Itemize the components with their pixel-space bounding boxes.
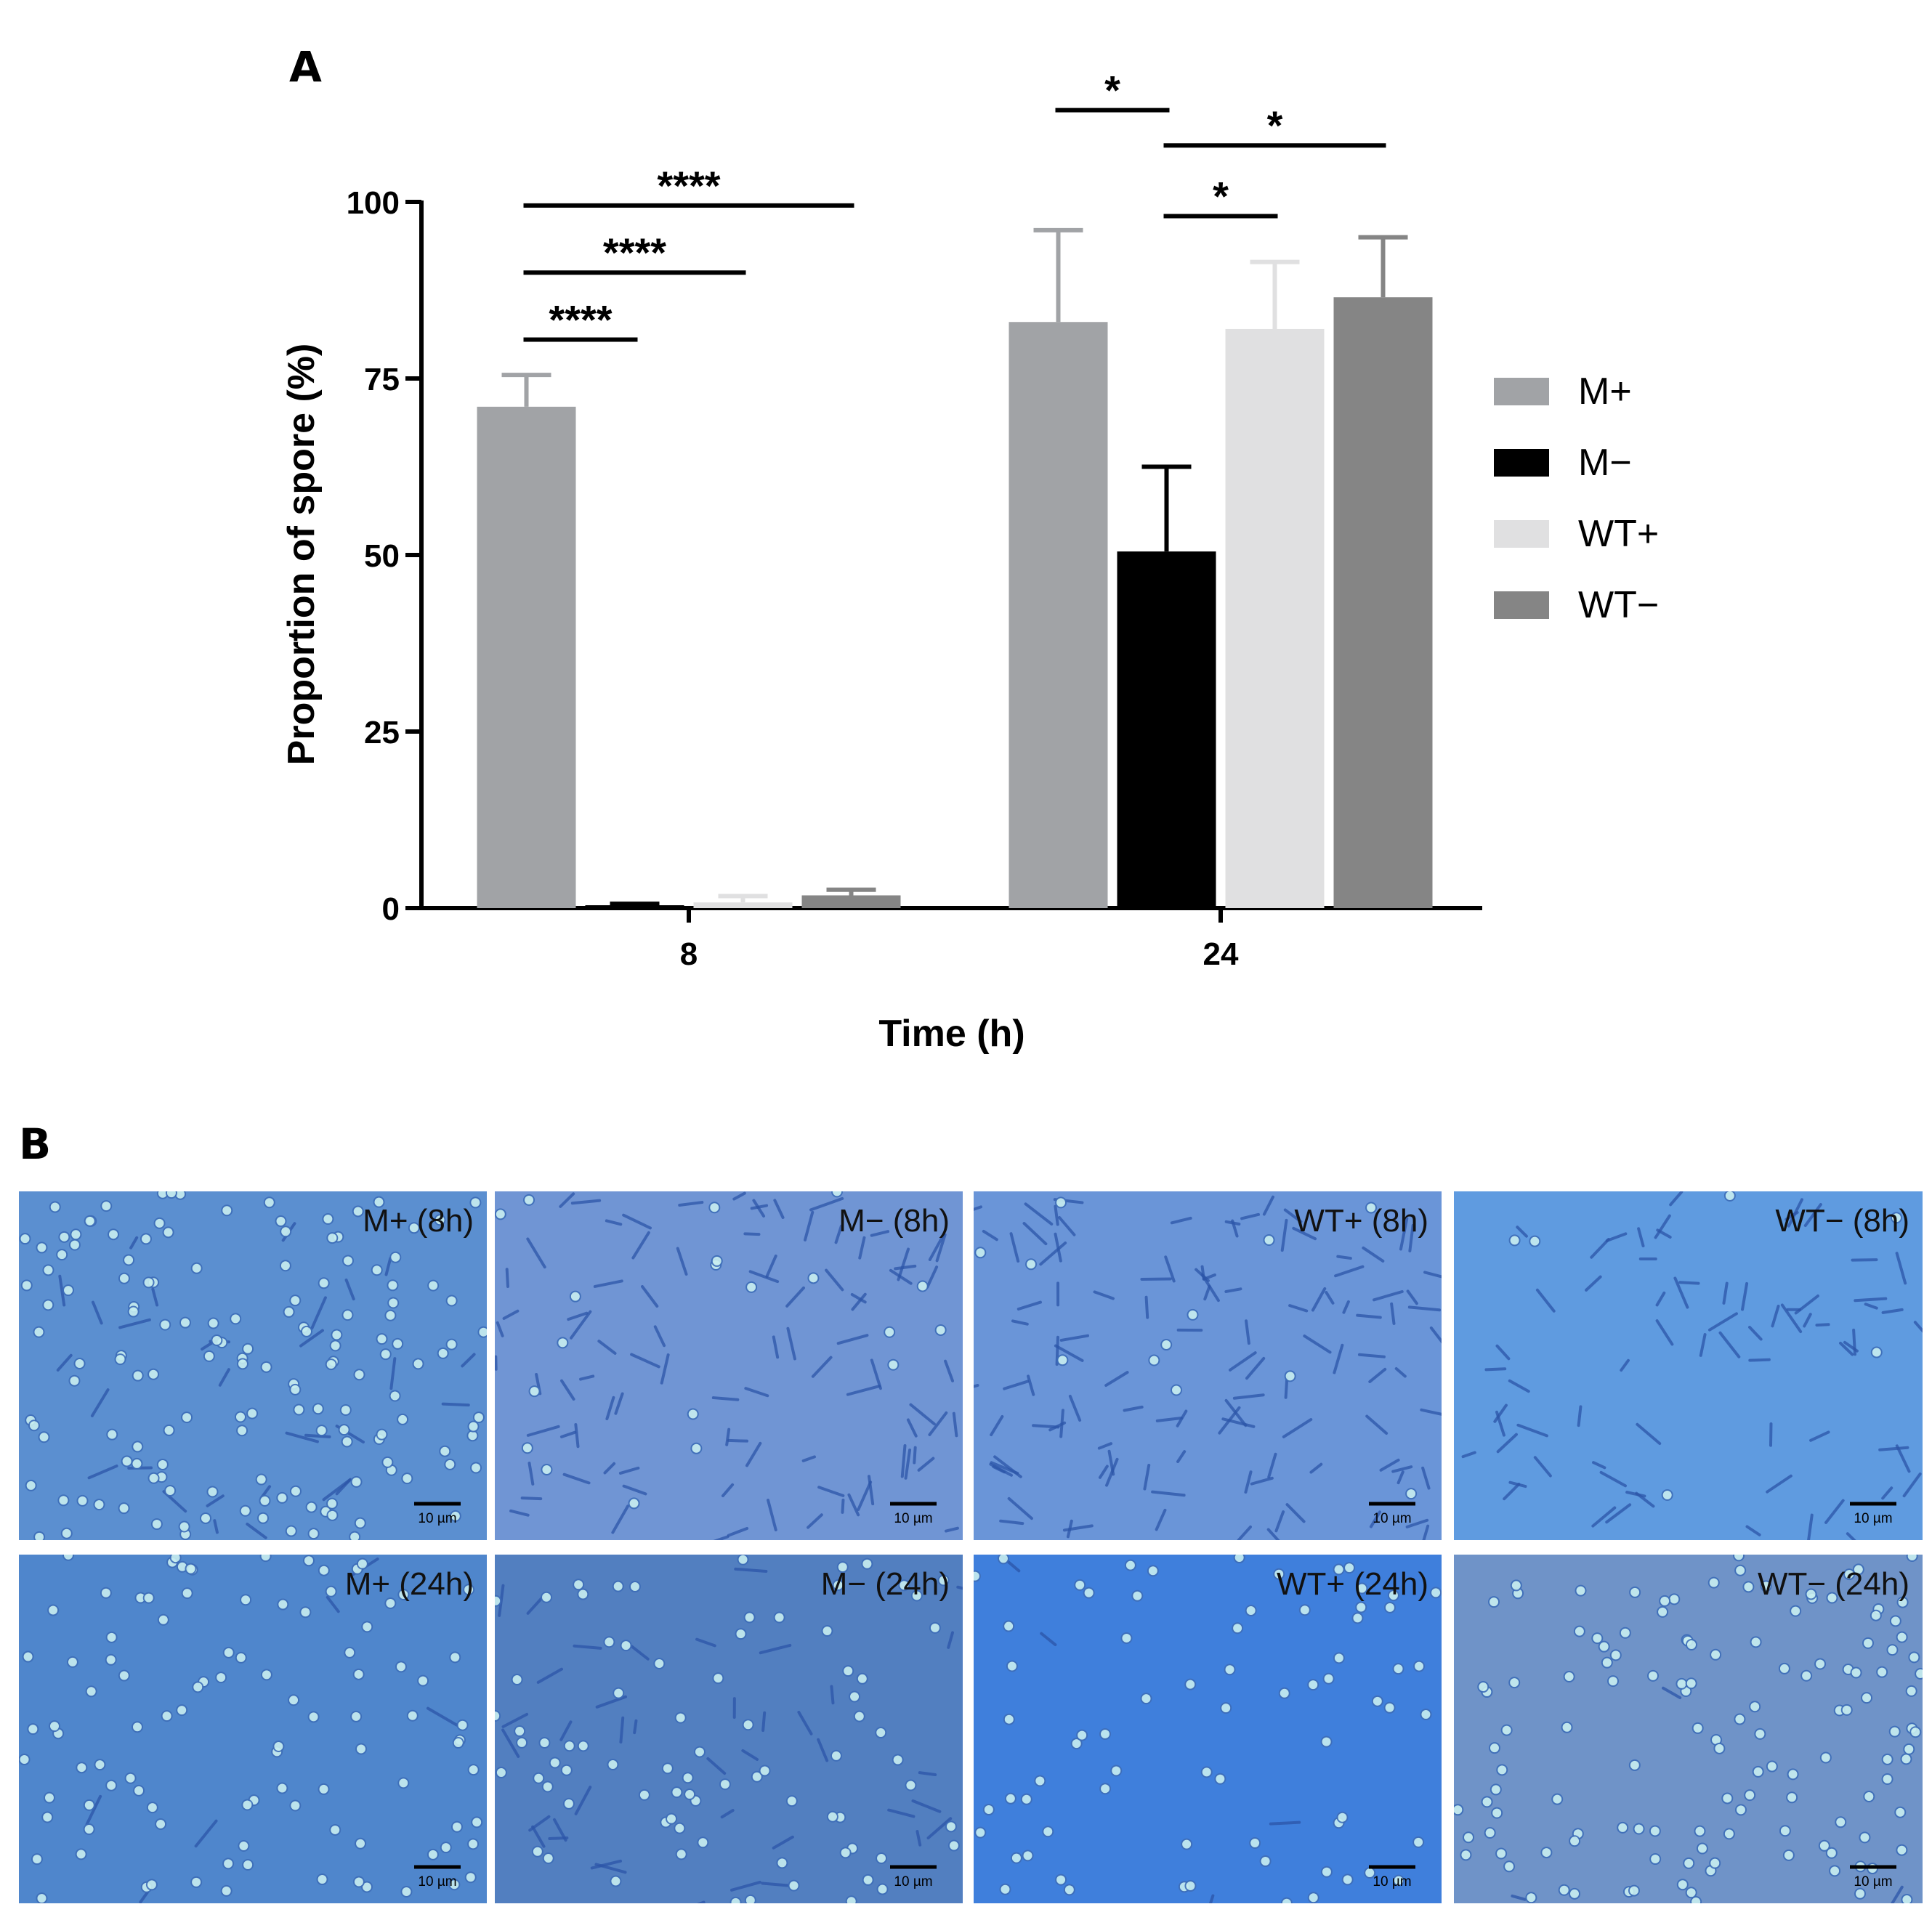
legend-entry: WT− <box>1494 584 1659 626</box>
legend-swatch <box>1494 520 1549 548</box>
significance-bracket: * <box>1163 173 1278 219</box>
significance-bracket: **** <box>523 297 638 343</box>
micrograph: WT+ (8h) 10 µm <box>974 1191 1442 1540</box>
error-bar <box>1250 259 1300 329</box>
error-bar <box>718 894 768 903</box>
significance-label: **** <box>603 230 666 275</box>
scale-bar-label: 10 µm <box>894 1874 932 1889</box>
y-tick-label: 0 <box>382 891 400 927</box>
micrograph-background <box>19 1555 487 1903</box>
legend-entry: M− <box>1494 442 1632 484</box>
micrograph-background <box>495 1191 963 1540</box>
y-tick-label: 75 <box>364 362 400 397</box>
scale-bar-label: 10 µm <box>418 1874 456 1889</box>
legend-entry: M+ <box>1494 370 1632 413</box>
bar <box>693 902 793 908</box>
cell-texture <box>19 1191 487 1540</box>
bar <box>477 406 576 908</box>
error-bar <box>826 887 876 896</box>
scale-bar-label: 10 µm <box>894 1511 932 1526</box>
significance-label: **** <box>549 297 612 343</box>
error-bar <box>1033 227 1083 323</box>
legend-swatch <box>1494 449 1549 477</box>
error-bar <box>501 373 551 407</box>
chart-legend: M+ M− WT+ WT− <box>1494 370 1659 626</box>
y-tick-label: 100 <box>347 185 400 221</box>
bar <box>1225 328 1325 909</box>
legend-label: M− <box>1578 442 1632 484</box>
bar <box>1117 551 1216 908</box>
panel-a-label: A <box>289 42 322 92</box>
bar <box>801 895 901 908</box>
cell-texture <box>974 1555 1442 1903</box>
scale-bar-label: 10 µm <box>1854 1511 1892 1526</box>
cell-texture <box>495 1191 959 1540</box>
x-axis-ticks: 8 24 <box>680 908 1239 972</box>
legend-label: WT+ <box>1578 513 1659 555</box>
scale-bar-label: 10 µm <box>1373 1874 1411 1889</box>
micrograph-background <box>495 1555 963 1903</box>
panel-b-label: B <box>19 1119 51 1169</box>
significance-label: * <box>1104 68 1120 113</box>
scale-bar-label: 10 µm <box>1854 1874 1892 1889</box>
micrograph-label: WT+ (8h) <box>1294 1203 1428 1239</box>
error-bars <box>501 227 1408 907</box>
micrograph-label: WT− (24h) <box>1758 1566 1909 1602</box>
micrograph-background <box>974 1555 1442 1903</box>
micrograph-label: M− (24h) <box>821 1566 950 1602</box>
error-bar <box>1358 235 1408 298</box>
bar <box>1009 322 1108 908</box>
micrograph-background <box>1454 1191 1923 1540</box>
micrograph-label: WT+ (24h) <box>1277 1566 1428 1602</box>
micrograph-label: M+ (8h) <box>363 1203 474 1239</box>
significance-label: * <box>1213 173 1229 219</box>
cell-texture <box>495 1555 963 1903</box>
micrograph: M− (24h) 10 µm <box>495 1555 963 1903</box>
x-tick-label: 8 <box>680 936 698 972</box>
significance-label: * <box>1267 102 1283 148</box>
y-axis-title: Proportion of spore (%) <box>280 344 323 766</box>
legend-label: M+ <box>1578 370 1632 413</box>
micrograph: WT− (24h) 10 µm <box>1454 1555 1923 1903</box>
micrograph-label: M+ (24h) <box>345 1566 474 1602</box>
micrograph-label: WT− (8h) <box>1775 1203 1909 1239</box>
significance-label: **** <box>657 163 720 208</box>
y-axis-ticks: 0 25 50 75 100 <box>347 185 421 927</box>
y-tick-label: 25 <box>364 715 400 750</box>
cell-texture <box>1461 1191 1923 1540</box>
cell-texture <box>974 1195 1442 1540</box>
legend-label: WT− <box>1578 584 1659 626</box>
bar <box>1333 297 1433 909</box>
significance-bracket: * <box>1163 102 1386 148</box>
micrograph: M− (8h) 10 µm <box>495 1191 963 1540</box>
scale-bar-label: 10 µm <box>1373 1511 1411 1526</box>
legend-entry: WT+ <box>1494 513 1659 555</box>
bar-series <box>477 297 1433 909</box>
micrograph: M+ (24h) 10 µm <box>19 1555 487 1903</box>
x-axis-title: Time (h) <box>878 1013 1024 1055</box>
error-bar <box>610 902 660 907</box>
legend-swatch <box>1494 591 1549 619</box>
micrograph: WT− (8h) 10 µm <box>1454 1191 1923 1540</box>
micrograph-label: M− (8h) <box>838 1203 950 1239</box>
significance-bracket: **** <box>523 163 854 208</box>
micrograph: M+ (8h) 10 µm <box>19 1191 487 1540</box>
legend-swatch <box>1494 378 1549 405</box>
scale-bar-label: 10 µm <box>418 1511 456 1526</box>
bar <box>585 905 684 908</box>
significance-bracket: **** <box>523 230 746 275</box>
micrograph: WT+ (24h) 10 µm <box>974 1555 1442 1903</box>
significance-brackets: *************** <box>523 68 1386 343</box>
y-tick-label: 50 <box>364 538 400 574</box>
cell-texture <box>1454 1555 1923 1903</box>
x-tick-label: 24 <box>1203 936 1239 972</box>
significance-bracket: * <box>1055 68 1170 113</box>
error-bar <box>1141 464 1192 552</box>
micrograph-background <box>1454 1555 1923 1903</box>
cell-texture <box>19 1555 483 1903</box>
